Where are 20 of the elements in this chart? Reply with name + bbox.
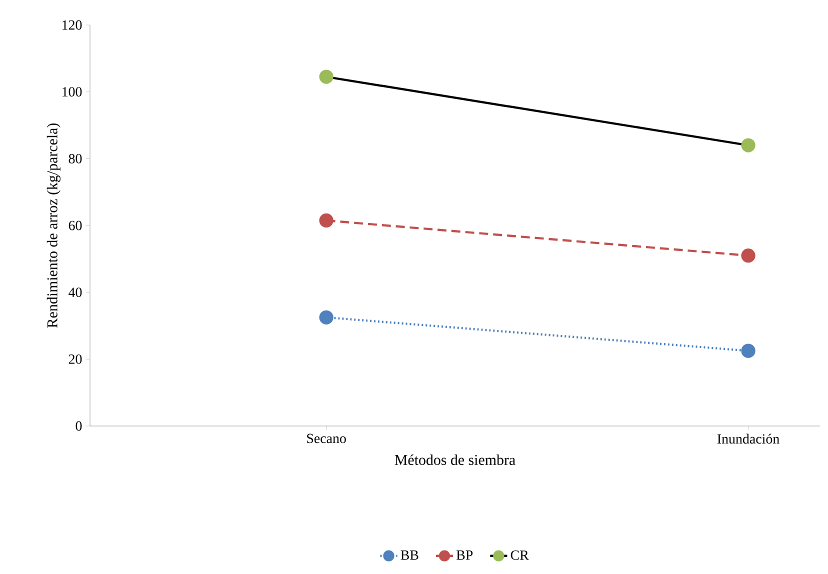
point bbox=[319, 213, 334, 228]
legend-label: CR bbox=[510, 550, 529, 560]
point bbox=[741, 248, 756, 263]
y-tick-label: 60 bbox=[68, 220, 82, 230]
legend-label: BB bbox=[400, 550, 418, 560]
y-tick-label: 100 bbox=[62, 87, 82, 97]
y-tick-label: 20 bbox=[68, 354, 82, 364]
point bbox=[319, 70, 334, 84]
y-tick-label: 80 bbox=[68, 154, 82, 164]
y-tick-label: 40 bbox=[68, 288, 82, 298]
legend-label: BP bbox=[456, 550, 473, 560]
x-tick-label: Inundación bbox=[717, 434, 780, 444]
y-tick-label: 120 bbox=[62, 20, 82, 30]
y-axis-title: Rendimiento de arroz (kg/parcela) bbox=[46, 123, 60, 328]
y-tick-label: 0 bbox=[76, 421, 82, 431]
point bbox=[741, 344, 756, 358]
point bbox=[741, 138, 756, 152]
x-axis-title: Métodos de siembra bbox=[394, 454, 516, 465]
point bbox=[319, 310, 334, 324]
x-tick-label: Secano bbox=[307, 434, 346, 444]
